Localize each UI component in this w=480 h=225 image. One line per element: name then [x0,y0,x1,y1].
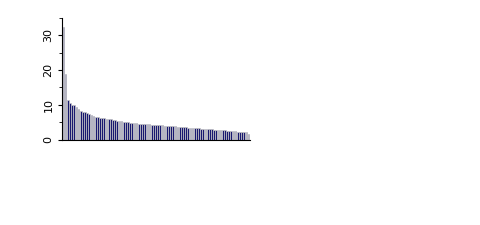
Bar [155,125,157,140]
Bar [146,124,148,140]
Bar [78,109,79,140]
Bar [185,127,187,140]
Bar [99,118,101,140]
Bar [222,130,224,140]
Bar [209,129,211,140]
Bar [237,132,239,140]
Bar [129,123,131,140]
Bar [170,126,172,140]
Bar [213,130,215,140]
Bar [75,106,77,140]
Bar [194,128,195,140]
Bar [144,124,146,140]
Bar [82,112,84,140]
Bar [200,128,202,140]
Bar [248,134,250,140]
Bar [86,113,88,140]
Bar [151,125,153,140]
Bar [108,119,109,140]
Bar [190,128,192,140]
Bar [117,121,118,140]
Bar [97,117,99,140]
Bar [172,126,174,140]
Bar [120,122,122,140]
Bar [123,122,125,140]
Bar [245,132,247,140]
Bar [149,124,150,140]
Bar [136,123,137,140]
Bar [140,124,142,140]
Bar [95,117,96,140]
Bar [235,131,237,140]
Bar [217,130,219,140]
Bar [187,128,189,140]
Bar [220,130,221,140]
Bar [65,74,67,140]
Bar [119,121,120,140]
Bar [159,125,161,140]
Bar [93,116,95,140]
Bar [157,125,159,140]
Bar [112,120,114,140]
Bar [71,105,73,140]
Bar [192,128,193,140]
Bar [196,128,198,140]
Bar [114,120,116,140]
Bar [207,129,208,140]
Bar [241,132,243,140]
Bar [181,127,183,140]
Bar [62,27,64,140]
Bar [243,132,245,140]
Bar [211,129,213,140]
Bar [162,126,163,140]
Bar [138,124,140,140]
Bar [168,126,170,140]
Bar [110,119,112,140]
Bar [153,125,155,140]
Bar [106,119,108,140]
Bar [179,127,180,140]
Bar [164,126,166,140]
Bar [132,123,133,140]
Bar [133,123,135,140]
Bar [228,131,230,140]
Bar [183,127,185,140]
Bar [216,130,217,140]
Bar [166,126,168,140]
Bar [67,100,69,140]
Bar [233,131,234,140]
Bar [142,124,144,140]
Bar [230,131,232,140]
Bar [177,127,179,140]
Bar [84,112,86,140]
Bar [204,129,206,140]
Bar [101,118,103,140]
Bar [198,128,200,140]
Bar [175,126,176,140]
Bar [104,118,105,140]
Bar [203,129,204,140]
Bar [239,132,241,140]
Bar [88,114,90,140]
Bar [91,115,92,140]
Bar [80,111,82,140]
Bar [226,131,228,140]
Bar [69,103,71,140]
Bar [224,130,226,140]
Bar [125,122,127,140]
Bar [73,106,75,140]
Bar [127,122,129,140]
